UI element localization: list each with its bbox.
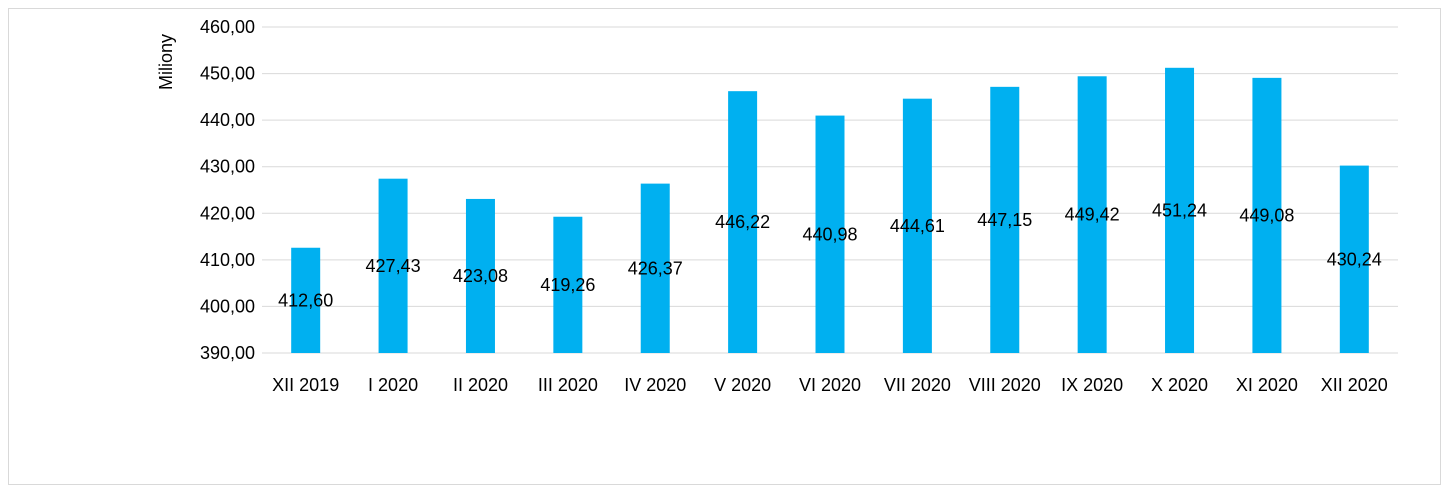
x-tick-label: III 2020 xyxy=(538,375,598,395)
x-tick-label: XI 2020 xyxy=(1236,375,1298,395)
x-tick-label: VIII 2020 xyxy=(969,375,1041,395)
y-tick-label: 410,00 xyxy=(200,250,255,270)
y-axis-label: Miliony xyxy=(156,34,176,90)
y-tick-label: 400,00 xyxy=(200,296,255,316)
data-label: 430,24 xyxy=(1327,249,1382,269)
bar xyxy=(291,247,321,353)
y-tick-label: 440,00 xyxy=(200,110,255,130)
bar xyxy=(553,216,583,353)
bar xyxy=(1252,77,1282,353)
chart-frame xyxy=(8,8,1441,485)
bar xyxy=(728,91,758,354)
x-tick-label: XII 2019 xyxy=(272,375,339,395)
bar xyxy=(640,183,670,353)
bar xyxy=(465,198,495,353)
x-tick-label: VII 2020 xyxy=(884,375,951,395)
y-tick-label: 430,00 xyxy=(200,157,255,177)
bar xyxy=(378,178,408,353)
bars xyxy=(291,67,1369,354)
data-label: 412,60 xyxy=(278,290,333,310)
data-label: 426,37 xyxy=(628,258,683,278)
bar xyxy=(1339,165,1369,353)
data-label: 423,08 xyxy=(453,266,508,286)
data-labels: 412,60 427,43 423,08 419,26 426,37 446,22 440,… xyxy=(278,200,1382,310)
data-label: 419,26 xyxy=(540,275,595,295)
y-tick-label: 460,00 xyxy=(200,17,255,37)
bar xyxy=(1165,67,1195,353)
bar xyxy=(990,86,1020,353)
data-label: 444,61 xyxy=(890,216,945,236)
x-tick-label: X 2020 xyxy=(1151,375,1208,395)
x-tick-label: II 2020 xyxy=(453,375,508,395)
data-label: 440,98 xyxy=(802,224,857,244)
x-tick-label: V 2020 xyxy=(714,375,771,395)
data-label: 447,15 xyxy=(977,210,1032,230)
x-tick-label: IX 2020 xyxy=(1061,375,1123,395)
x-tick-label: IV 2020 xyxy=(624,375,686,395)
data-label: 449,42 xyxy=(1065,205,1120,225)
bar xyxy=(1077,76,1107,353)
x-tick-label: VI 2020 xyxy=(799,375,861,395)
y-axis-ticks: 390,00 400,00 410,00 420,00 430,00 440,00 450,… xyxy=(200,17,255,363)
data-label: 451,24 xyxy=(1152,200,1207,220)
x-tick-label: XII 2020 xyxy=(1321,375,1388,395)
bar xyxy=(815,115,845,353)
x-tick-label: I 2020 xyxy=(368,375,418,395)
data-label: 427,43 xyxy=(366,256,421,276)
y-tick-label: 450,00 xyxy=(200,64,255,84)
y-tick-label: 420,00 xyxy=(200,203,255,223)
data-label: 446,22 xyxy=(715,212,770,232)
bar xyxy=(902,98,932,353)
y-tick-label: 390,00 xyxy=(200,343,255,363)
data-label: 449,08 xyxy=(1239,205,1294,225)
x-axis-ticks: XII 2019 I 2020 II 2020 III 2020 IV 2020 V 20… xyxy=(272,375,1388,395)
